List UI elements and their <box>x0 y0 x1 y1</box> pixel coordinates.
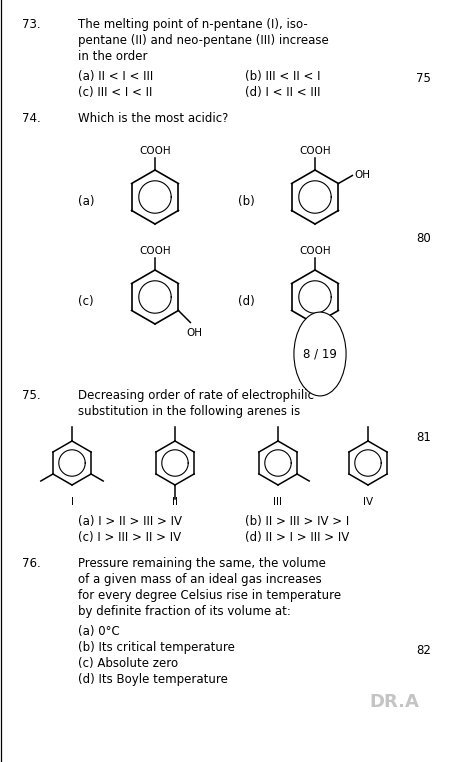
Text: (c) III < I < II: (c) III < I < II <box>78 86 152 99</box>
Text: by definite fraction of its volume at:: by definite fraction of its volume at: <box>78 605 291 618</box>
Text: 75: 75 <box>416 72 431 85</box>
Text: (b) Its critical temperature: (b) Its critical temperature <box>78 641 235 654</box>
Text: Decreasing order of rate of electrophilic: Decreasing order of rate of electrophili… <box>78 389 314 402</box>
Text: (c) I > III > II > IV: (c) I > III > II > IV <box>78 531 181 544</box>
Text: (d) Its Boyle temperature: (d) Its Boyle temperature <box>78 673 228 686</box>
Text: (b): (b) <box>238 196 255 209</box>
Text: (b) III < II < I: (b) III < II < I <box>245 70 320 83</box>
Text: 76.: 76. <box>22 557 41 570</box>
Text: 74.: 74. <box>22 112 41 125</box>
Text: (b) II > III > IV > I: (b) II > III > IV > I <box>245 515 349 528</box>
Text: (a) I > II > III > IV: (a) I > II > III > IV <box>78 515 182 528</box>
Text: (c): (c) <box>78 296 94 309</box>
Text: DR.A: DR.A <box>370 693 419 712</box>
Text: COOH: COOH <box>299 146 331 156</box>
Text: substitution in the following arenes is: substitution in the following arenes is <box>78 405 300 418</box>
Text: (d) II > I > III > IV: (d) II > I > III > IV <box>245 531 349 544</box>
Text: (a) 0°C: (a) 0°C <box>78 625 120 638</box>
Text: COOH: COOH <box>299 246 331 256</box>
Text: (d): (d) <box>238 296 255 309</box>
Text: I: I <box>71 497 73 507</box>
Text: 82: 82 <box>416 644 431 657</box>
Text: COOH: COOH <box>139 146 171 156</box>
Text: (c) Absolute zero: (c) Absolute zero <box>78 657 178 670</box>
Text: for every degree Celsius rise in temperature: for every degree Celsius rise in tempera… <box>78 589 341 602</box>
Text: 73.: 73. <box>22 18 41 31</box>
Circle shape <box>294 312 346 396</box>
Text: IV: IV <box>363 497 373 507</box>
Text: II: II <box>172 497 178 507</box>
Text: (a): (a) <box>78 196 94 209</box>
Text: Pressure remaining the same, the volume: Pressure remaining the same, the volume <box>78 557 326 570</box>
Text: (a) II < I < III: (a) II < I < III <box>78 70 153 83</box>
Text: OH: OH <box>355 171 370 181</box>
Text: pentane (II) and neo-pentane (III) increase: pentane (II) and neo-pentane (III) incre… <box>78 34 329 47</box>
Text: 80: 80 <box>416 232 431 245</box>
Text: OH: OH <box>186 328 202 338</box>
Text: COOH: COOH <box>139 246 171 256</box>
Text: III: III <box>273 497 283 507</box>
Text: Which is the most acidic?: Which is the most acidic? <box>78 112 228 125</box>
Text: (d) I < II < III: (d) I < II < III <box>245 86 320 99</box>
Text: The melting point of n-pentane (I), iso-: The melting point of n-pentane (I), iso- <box>78 18 308 31</box>
Text: OH: OH <box>307 340 323 350</box>
Text: 8 / 19: 8 / 19 <box>303 347 337 360</box>
Text: 75.: 75. <box>22 389 41 402</box>
Text: 81: 81 <box>416 431 431 443</box>
Text: of a given mass of an ideal gas increases: of a given mass of an ideal gas increase… <box>78 573 322 586</box>
Text: in the order: in the order <box>78 50 147 63</box>
